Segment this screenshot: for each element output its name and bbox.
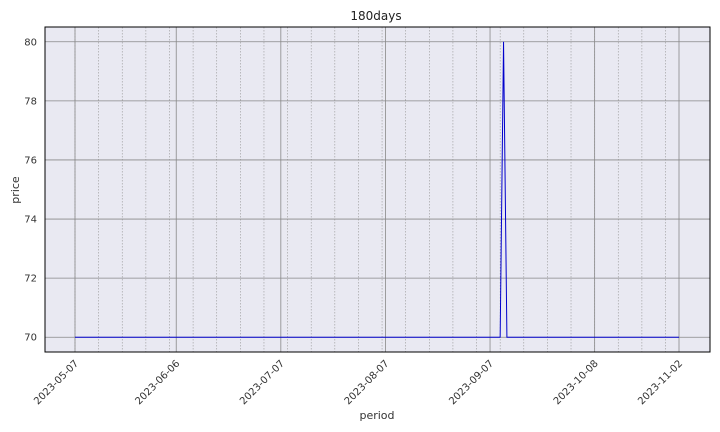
- x-tick-label: 2023-08-07: [343, 358, 392, 407]
- y-axis: 70 72 74 76 78 80: [24, 37, 37, 343]
- x-tick-label: 2023-11-02: [636, 358, 685, 407]
- plot-area: [45, 27, 710, 352]
- y-tick-label: 76: [24, 155, 37, 166]
- series-line: [75, 41, 679, 338]
- x-tick-label: 2023-09-07: [447, 358, 496, 407]
- y-tick-label: 80: [24, 37, 37, 48]
- x-tick-label: 2023-07-07: [238, 358, 287, 407]
- y-tick-label: 74: [24, 215, 37, 226]
- series-layer: [75, 41, 679, 338]
- y-axis-label: price: [9, 176, 22, 204]
- plot-frame: [44, 26, 711, 353]
- x-tick-label: 2023-10-08: [552, 358, 601, 407]
- x-axis: 2023-05-07 2023-06-06 2023-07-07 2023-08-07…: [32, 358, 685, 407]
- x-tick-label: 2023-06-06: [133, 358, 182, 407]
- y-tick-label: 72: [24, 274, 37, 285]
- y-tick-label: 70: [24, 333, 37, 344]
- x-axis-label: period: [359, 409, 394, 422]
- chart-title: 180days: [350, 9, 401, 23]
- y-tick-label: 78: [24, 96, 37, 107]
- x-tick-label: 2023-05-07: [32, 358, 81, 407]
